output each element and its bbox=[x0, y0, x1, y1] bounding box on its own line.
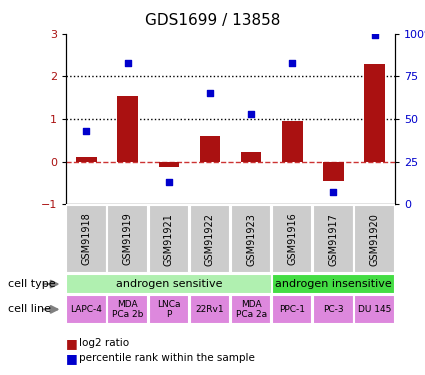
FancyBboxPatch shape bbox=[108, 295, 148, 324]
Text: GSM91917: GSM91917 bbox=[329, 213, 338, 266]
FancyBboxPatch shape bbox=[149, 295, 189, 324]
Text: LNCa
P: LNCa P bbox=[157, 300, 181, 319]
Point bbox=[124, 60, 131, 66]
FancyBboxPatch shape bbox=[190, 295, 230, 324]
Text: MDA
PCa 2a: MDA PCa 2a bbox=[235, 300, 267, 319]
FancyBboxPatch shape bbox=[231, 295, 271, 324]
FancyBboxPatch shape bbox=[272, 205, 312, 273]
FancyBboxPatch shape bbox=[66, 295, 107, 324]
Bar bbox=[323, 162, 344, 181]
Bar bbox=[364, 64, 385, 162]
Text: GSM91920: GSM91920 bbox=[370, 213, 380, 266]
Bar bbox=[241, 152, 261, 162]
Text: androgen sensitive: androgen sensitive bbox=[116, 279, 222, 289]
Text: PPC-1: PPC-1 bbox=[279, 305, 305, 314]
FancyBboxPatch shape bbox=[313, 205, 354, 273]
Text: GSM91916: GSM91916 bbox=[287, 213, 298, 266]
Text: cell type: cell type bbox=[8, 279, 56, 289]
Text: 22Rv1: 22Rv1 bbox=[196, 305, 224, 314]
Text: cell line: cell line bbox=[8, 304, 51, 314]
Text: GSM91918: GSM91918 bbox=[82, 213, 91, 266]
FancyBboxPatch shape bbox=[272, 274, 395, 294]
Bar bbox=[117, 96, 138, 162]
FancyBboxPatch shape bbox=[190, 205, 230, 273]
Text: percentile rank within the sample: percentile rank within the sample bbox=[79, 353, 255, 363]
Bar bbox=[76, 157, 97, 162]
FancyBboxPatch shape bbox=[354, 205, 395, 273]
Text: GSM91923: GSM91923 bbox=[246, 213, 256, 266]
FancyBboxPatch shape bbox=[354, 295, 395, 324]
Bar bbox=[200, 136, 220, 162]
Text: ■: ■ bbox=[66, 337, 78, 350]
Text: log2 ratio: log2 ratio bbox=[79, 338, 129, 348]
Point bbox=[330, 189, 337, 195]
Text: PC-3: PC-3 bbox=[323, 305, 344, 314]
Point bbox=[289, 60, 296, 66]
Text: ■: ■ bbox=[66, 352, 78, 364]
FancyBboxPatch shape bbox=[149, 205, 189, 273]
Bar bbox=[159, 162, 179, 167]
Text: GSM91922: GSM91922 bbox=[205, 213, 215, 266]
Point bbox=[207, 90, 213, 96]
FancyBboxPatch shape bbox=[313, 295, 354, 324]
Text: MDA
PCa 2b: MDA PCa 2b bbox=[112, 300, 143, 319]
FancyBboxPatch shape bbox=[231, 205, 271, 273]
Point bbox=[83, 128, 90, 134]
Text: DU 145: DU 145 bbox=[358, 305, 391, 314]
FancyBboxPatch shape bbox=[272, 295, 312, 324]
Text: LAPC-4: LAPC-4 bbox=[71, 305, 102, 314]
Text: GDS1699 / 13858: GDS1699 / 13858 bbox=[145, 13, 280, 28]
Text: GSM91921: GSM91921 bbox=[164, 213, 174, 266]
FancyBboxPatch shape bbox=[66, 205, 107, 273]
FancyBboxPatch shape bbox=[108, 205, 148, 273]
Point bbox=[165, 179, 172, 185]
Text: GSM91919: GSM91919 bbox=[123, 213, 133, 266]
Point bbox=[248, 111, 255, 117]
FancyBboxPatch shape bbox=[66, 274, 272, 294]
Text: androgen insensitive: androgen insensitive bbox=[275, 279, 392, 289]
Point bbox=[371, 33, 378, 39]
Bar bbox=[282, 121, 303, 162]
